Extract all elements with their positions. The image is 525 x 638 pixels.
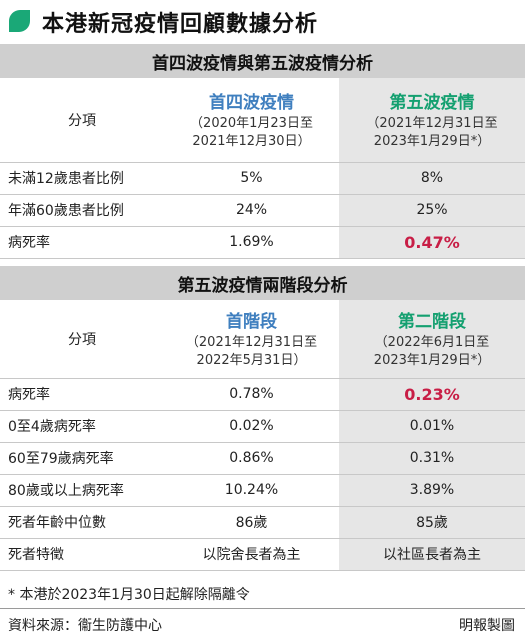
table-row: 80歲或以上病死率 10.24% 3.89% bbox=[0, 474, 525, 507]
row-value-col2: 0.01% bbox=[339, 410, 525, 443]
table-row: 死者年齡中位數 86歲 85歲 bbox=[0, 506, 525, 539]
row-value-col2: 0.47% bbox=[339, 226, 525, 259]
row-value-col2: 以社區長者為主 bbox=[339, 538, 525, 571]
row-value-col1: 0.86% bbox=[164, 442, 339, 475]
table-row: 0至4歲病死率 0.02% 0.01% bbox=[0, 410, 525, 443]
section1-table: 分項 首四波疫情 （2020年1月23日至 2021年12月30日） 第五波疫情… bbox=[0, 78, 525, 259]
table-row: 60至79歲病死率 0.86% 0.31% bbox=[0, 442, 525, 475]
section2-title: 第五波疫情兩階段分析 bbox=[0, 266, 525, 300]
highlighted-value: 0.23% bbox=[404, 384, 460, 404]
row-value-col2: 25% bbox=[339, 194, 525, 227]
credit: 明報製圖 bbox=[459, 618, 515, 634]
table-row: 年滿60歲患者比例 24% 25% bbox=[0, 194, 525, 227]
section1-col1-header: 首四波疫情 （2020年1月23日至 2021年12月30日） bbox=[164, 78, 339, 163]
section1-col1-period-end: 2021年12月30日） bbox=[192, 134, 311, 150]
row-label: 病死率 bbox=[0, 378, 164, 411]
section1-title: 首四波疫情與第五波疫情分析 bbox=[0, 44, 525, 78]
section2-col1-period-end: 2022年5月31日） bbox=[196, 353, 307, 369]
table-row: 病死率 0.78% 0.23% bbox=[0, 378, 525, 411]
section2-table: 分項 首階段 （2021年12月31日至 2022年5月31日） 第二階段 （2… bbox=[0, 300, 525, 571]
footnote: * 本港於2023年1月30日起解除隔離令 bbox=[8, 587, 250, 603]
row-label: 0至4歲病死率 bbox=[0, 410, 164, 443]
row-value-col2: 8% bbox=[339, 162, 525, 195]
section2-col2-period-end: 2023年1月29日*） bbox=[373, 353, 491, 369]
page-title: 本港新冠疫情回顧數據分析 bbox=[42, 11, 319, 37]
row-value-col1: 1.69% bbox=[164, 226, 339, 259]
source-note: 資料來源：衞生防護中心 bbox=[8, 618, 162, 634]
table-row: 死者特徵 以院舍長者為主 以社區長者為主 bbox=[0, 538, 525, 571]
row-value-col1: 0.78% bbox=[164, 378, 339, 411]
section1-col2-header: 第五波疫情 （2021年12月31日至 2023年1月29日*） bbox=[339, 78, 525, 163]
row-label: 死者年齡中位數 bbox=[0, 506, 164, 539]
section1-col2-period-end: 2023年1月29日*） bbox=[373, 134, 491, 150]
row-label: 80歲或以上病死率 bbox=[0, 474, 164, 507]
row-value-col1: 10.24% bbox=[164, 474, 339, 507]
header: 本港新冠疫情回顧數據分析 bbox=[6, 4, 318, 40]
section2-col1-name: 首階段 bbox=[226, 312, 277, 333]
row-value-col2: 0.31% bbox=[339, 442, 525, 475]
row-value-col1: 24% bbox=[164, 194, 339, 227]
green-leaf-bullet-icon bbox=[9, 10, 30, 32]
row-value-col1: 5% bbox=[164, 162, 339, 195]
section2-col2-header: 第二階段 （2022年6月1日至 2023年1月29日*） bbox=[339, 300, 525, 379]
divider bbox=[0, 608, 525, 609]
table-row: 病死率 1.69% 0.47% bbox=[0, 226, 525, 259]
section2-col1-header: 首階段 （2021年12月31日至 2022年5月31日） bbox=[164, 300, 339, 379]
section1-col1-name: 首四波疫情 bbox=[209, 93, 294, 114]
row-value-col1: 以院舍長者為主 bbox=[164, 538, 339, 571]
row-value-col1: 0.02% bbox=[164, 410, 339, 443]
row-label: 死者特徵 bbox=[0, 538, 164, 571]
row-label: 60至79歲病死率 bbox=[0, 442, 164, 475]
section2-col1-period-start: （2021年12月31日至 bbox=[185, 335, 318, 351]
highlighted-value: 0.47% bbox=[404, 232, 460, 252]
section2-label-header: 分項 bbox=[0, 300, 164, 379]
row-label: 病死率 bbox=[0, 226, 164, 259]
table-row: 未滿12歲患者比例 5% 8% bbox=[0, 162, 525, 195]
section2-col2-name: 第二階段 bbox=[398, 312, 466, 333]
section1-col1-period-start: （2020年1月23日至 bbox=[190, 116, 313, 132]
section2-header-row: 分項 首階段 （2021年12月31日至 2022年5月31日） 第二階段 （2… bbox=[0, 300, 525, 379]
section1-col2-period-start: （2021年12月31日至 bbox=[366, 116, 498, 132]
section1-col2-name: 第五波疫情 bbox=[389, 93, 475, 114]
section1-label-header: 分項 bbox=[0, 78, 164, 163]
row-value-col2: 85歲 bbox=[339, 506, 525, 539]
row-label: 年滿60歲患者比例 bbox=[0, 194, 164, 227]
section1-header-row: 分項 首四波疫情 （2020年1月23日至 2021年12月30日） 第五波疫情… bbox=[0, 78, 525, 163]
row-value-col2: 0.23% bbox=[339, 378, 525, 411]
row-label: 未滿12歲患者比例 bbox=[0, 162, 164, 195]
row-value-col2: 3.89% bbox=[339, 474, 525, 507]
row-value-col1: 86歲 bbox=[164, 506, 339, 539]
section2-col2-period-start: （2022年6月1日至 bbox=[374, 335, 490, 351]
